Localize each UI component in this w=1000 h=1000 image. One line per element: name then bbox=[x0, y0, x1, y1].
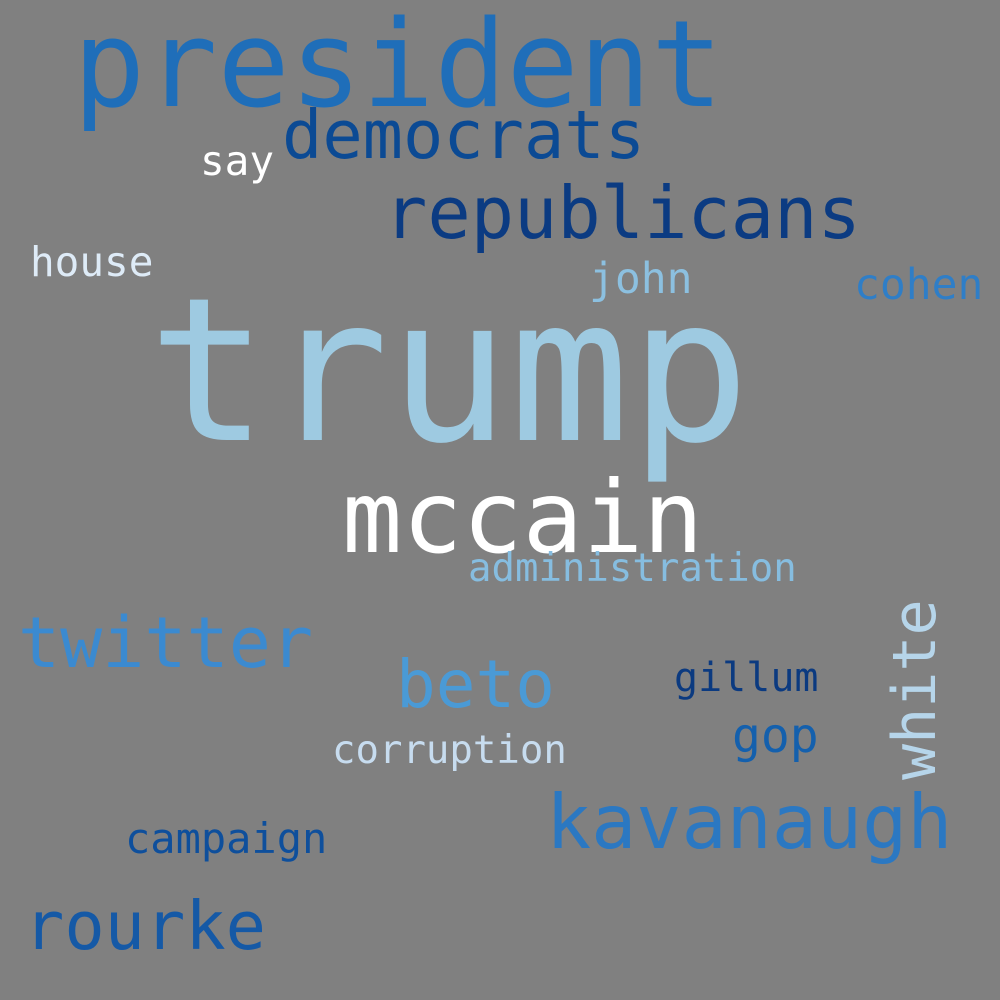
word-rourke: rourke bbox=[24, 887, 267, 965]
word-john: john bbox=[589, 254, 693, 304]
word-administration: administration bbox=[468, 546, 797, 591]
word-president: president bbox=[73, 0, 724, 135]
word-cohen: cohen bbox=[854, 260, 984, 310]
word-gillum: gillum bbox=[674, 655, 819, 701]
word-republicans: republicans bbox=[384, 171, 861, 255]
word-gop: gop bbox=[732, 708, 819, 764]
word-mccain: mccain bbox=[342, 459, 704, 576]
word-house: house bbox=[30, 238, 154, 286]
word-white: white bbox=[880, 599, 950, 780]
word-corruption: corruption bbox=[332, 728, 567, 773]
word-kavanaugh: kavanaugh bbox=[546, 778, 953, 866]
word-say: say bbox=[200, 137, 275, 185]
word-twitter: twitter bbox=[18, 602, 314, 684]
word-democrats: democrats bbox=[282, 96, 646, 174]
word-campaign: campaign bbox=[125, 814, 328, 863]
word-beto: beto bbox=[396, 646, 555, 723]
word-trump: trump bbox=[148, 255, 751, 488]
